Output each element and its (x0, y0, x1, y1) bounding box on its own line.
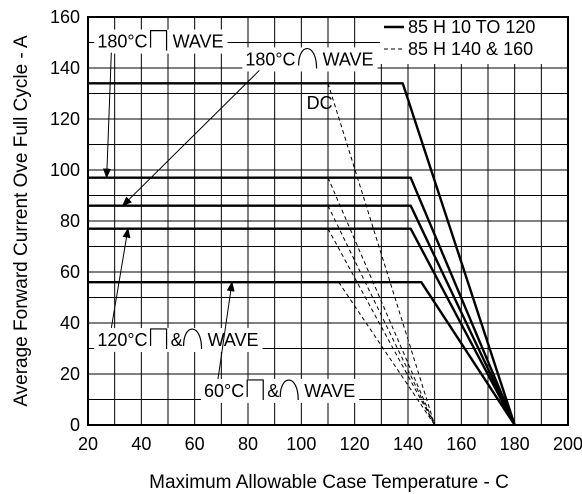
solid-curve-1 (88, 176, 516, 426)
y-tick-label: 140 (50, 58, 80, 78)
ampersand: & (171, 330, 183, 350)
x-tick-label: 60 (185, 434, 205, 454)
legend-label: 85 H 140 & 160 (408, 39, 533, 59)
y-tick-label: 60 (60, 262, 80, 282)
plot-border (87, 16, 569, 426)
solid-curve-4 (88, 281, 516, 426)
y-tick-label: 100 (50, 160, 80, 180)
annotation-wave: WAVE (304, 381, 355, 401)
x-tick-label: 140 (393, 434, 423, 454)
tick-labels: 20 40 60 80 100 120 140 160 180 20002040608010012… (50, 7, 582, 454)
annotation-arrow (110, 227, 131, 329)
annotation-arrow (103, 52, 112, 179)
y-tick-label: 40 (60, 313, 80, 333)
x-tick-label: 40 (131, 434, 151, 454)
x-tick-label: 20 (78, 434, 98, 454)
annotation-arrow (121, 70, 260, 207)
y-tick-label: 20 (60, 364, 80, 384)
annotation-arrow (217, 281, 235, 380)
y-axis-label: Average Forward Current Ove Full Cycle -… (11, 35, 32, 407)
y-tick-label: 80 (60, 211, 80, 231)
annotation-label: DC (307, 93, 333, 113)
annotation-dc: DC (307, 93, 333, 113)
annotation-wave-both-120: 120°C & WAVE (94, 227, 263, 352)
annotation-wave: WAVE (208, 330, 259, 350)
annotations: 180°C WAVE 180°C WAVE DC 120°C & WAVE 60°C & WAVE (94, 29, 378, 403)
x-tick-label: 100 (286, 434, 316, 454)
x-tick-label: 200 (553, 434, 582, 454)
x-tick-label: 120 (340, 434, 370, 454)
ampersand: & (267, 381, 279, 401)
y-tick-label: 160 (50, 7, 80, 27)
annotation-wave-sine-180: 180°C WAVE (121, 47, 378, 207)
label-background (242, 47, 378, 72)
square-wave-icon (149, 30, 168, 51)
legend-label: 85 H 10 TO 120 (408, 17, 535, 37)
dashed-curve-5 (327, 83, 436, 426)
solid-curve-3 (88, 227, 516, 426)
square-wave-icon (246, 379, 264, 400)
dashed-curve-9 (338, 281, 436, 426)
label-background (94, 29, 228, 54)
annotation-temp: 120°C (97, 330, 147, 350)
curves (88, 82, 516, 426)
sine-wave-icon (297, 48, 318, 69)
solid-curve-0 (88, 82, 516, 426)
solid-curve-2 (88, 204, 516, 426)
annotation-temp: 180°C (97, 32, 147, 52)
sine-wave-icon (279, 379, 299, 400)
y-tick-label: 120 (50, 109, 80, 129)
plot-frame (87, 16, 569, 426)
x-tick-label: 160 (446, 434, 476, 454)
annotation-wave: WAVE (173, 32, 224, 52)
square-wave-icon (149, 328, 168, 349)
dashed-curve-6 (327, 177, 436, 426)
y-tick-label: 0 (70, 415, 80, 435)
x-tick-label: 180 (500, 434, 530, 454)
x-axis-label: Maximum Allowable Case Temperature - C (149, 472, 509, 493)
dashed-curve-7 (327, 205, 436, 426)
annotation-wave: WAVE (323, 49, 374, 69)
annotation-wave-both-60: 60°C & WAVE (201, 281, 360, 403)
sine-wave-icon (182, 328, 203, 349)
annotation-temp: 180°C (245, 49, 295, 69)
annotation-wave-sq-180: 180°C WAVE (94, 29, 228, 179)
label-background (94, 327, 263, 352)
annotation-temp: 60°C (204, 381, 244, 401)
x-tick-label: 80 (238, 434, 258, 454)
grid (88, 17, 568, 425)
legend-background (380, 18, 567, 64)
dashed-curve-8 (327, 228, 436, 426)
